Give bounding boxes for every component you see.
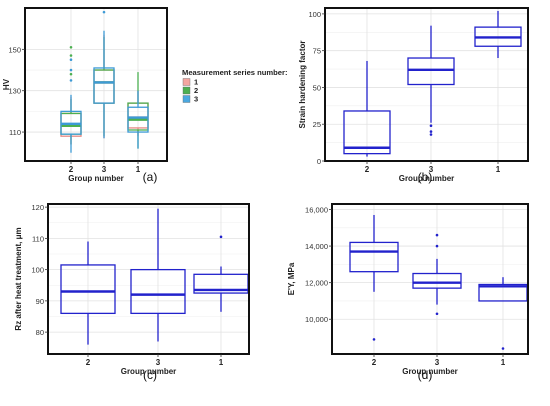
- box-2: [343, 60, 391, 157]
- y-tick-label: 14,000: [305, 242, 328, 251]
- outlier-point: [69, 72, 73, 76]
- box-2: [60, 58, 82, 153]
- chart-panel-4: 10,000 12,000 14,000 16,000 2 3 1 Group number E…: [287, 203, 529, 382]
- x-axis-title: Group number: [402, 367, 458, 376]
- box-iqr: [412, 272, 462, 289]
- legend-swatch: [182, 95, 191, 103]
- y-tick-label: 110: [9, 128, 21, 137]
- plot-frame: [47, 203, 250, 355]
- y-tick-label: 100: [308, 10, 321, 19]
- y-tick-label: 25: [313, 120, 321, 129]
- x-tick-label: 2: [372, 358, 377, 367]
- y-tick-label: 0: [317, 157, 321, 166]
- outlier-point: [429, 130, 433, 133]
- plot-background: [332, 204, 528, 354]
- box-iqr: [349, 241, 399, 273]
- box-iqr: [130, 268, 186, 315]
- box-iqr: [127, 106, 149, 133]
- outlier-point: [69, 58, 73, 61]
- y-tick-label: 130: [8, 87, 21, 96]
- x-tick-label: 1: [496, 165, 501, 174]
- y-tick-label: 50: [313, 83, 321, 92]
- legend-title: Measurement series number:: [182, 68, 288, 77]
- outlier-point: [435, 312, 439, 316]
- legend-label: 1: [194, 78, 198, 87]
- panel-caption: (a): [143, 170, 158, 184]
- x-tick-label: 2: [86, 358, 91, 367]
- y-tick-label: 16,000: [305, 205, 328, 214]
- y-axis-title: HV: [2, 78, 11, 90]
- box-2: [60, 241, 116, 345]
- box-iqr: [407, 57, 455, 86]
- chart-legend: Measurement series number:123: [182, 68, 288, 104]
- y-axis-title: Strain hardening factor: [298, 40, 307, 128]
- box-1: [474, 10, 522, 59]
- panel-caption: (c): [143, 368, 157, 382]
- y-tick-label: 150: [8, 45, 21, 54]
- box-1: [127, 90, 149, 149]
- outlier-point: [69, 68, 73, 72]
- x-tick-label: 2: [69, 165, 74, 174]
- box-3: [407, 25, 455, 136]
- outlier-point: [69, 45, 73, 49]
- x-tick-label: 3: [156, 358, 161, 367]
- outlier-point: [429, 124, 433, 127]
- y-tick-label: 10,000: [305, 315, 328, 324]
- outlier-point: [372, 338, 376, 341]
- y-axis-title: Rz after heat treatment, μm: [14, 227, 23, 330]
- x-tick-label: 2: [365, 165, 370, 174]
- panel-caption: (b): [418, 170, 433, 184]
- outlier-point: [435, 244, 439, 248]
- plot-frame: [324, 7, 529, 162]
- chart-panel-3: 80 90 100 110 120 2 3 1 Group number Rz after hea…: [14, 203, 250, 382]
- plot-background: [48, 204, 249, 354]
- legend-swatch: [182, 78, 191, 86]
- y-tick-label: 75: [313, 47, 321, 56]
- box-2: [349, 214, 399, 341]
- legend-label: 3: [194, 95, 198, 104]
- box-3: [412, 233, 462, 316]
- x-axis-title: Group number: [68, 174, 124, 183]
- chart-panel-2: 0 25 50 75 100 2 3 1 Group number Strain hardenin…: [298, 7, 529, 184]
- outlier-point: [435, 233, 439, 237]
- outlier-point: [501, 347, 505, 350]
- outlier-point: [219, 235, 223, 239]
- x-tick-label: 1: [136, 165, 141, 174]
- box-3: [93, 10, 115, 139]
- outlier-point: [69, 79, 73, 82]
- y-tick-label: 120: [31, 203, 44, 212]
- y-tick-label: 90: [36, 297, 44, 306]
- y-tick-label: 12,000: [305, 279, 328, 288]
- x-tick-label: 3: [102, 165, 107, 174]
- box-iqr: [343, 110, 391, 155]
- legend-label: 2: [194, 86, 198, 95]
- plot-frame: [24, 7, 168, 162]
- y-axis-title: E'Y, MPa: [287, 262, 296, 295]
- box-iqr: [60, 264, 116, 315]
- panel-caption: (d): [418, 368, 433, 382]
- x-axis-title: Group number: [121, 367, 177, 376]
- plot-frame: [331, 203, 529, 355]
- y-tick-label: 100: [31, 266, 44, 275]
- y-tick-label: 80: [36, 328, 44, 337]
- x-tick-label: 3: [429, 165, 434, 174]
- outlier-point: [102, 10, 106, 14]
- box-3: [130, 208, 186, 342]
- box-iqr: [93, 67, 115, 104]
- y-tick-label: 110: [32, 234, 44, 243]
- x-axis-title: Group number: [399, 174, 455, 183]
- x-tick-label: 1: [219, 358, 224, 367]
- x-tick-label: 3: [435, 358, 440, 367]
- outlier-point: [429, 133, 433, 136]
- plot-background: [25, 8, 167, 161]
- legend-swatch: [182, 86, 191, 95]
- x-tick-label: 1: [501, 358, 506, 367]
- outlier-point: [69, 54, 73, 57]
